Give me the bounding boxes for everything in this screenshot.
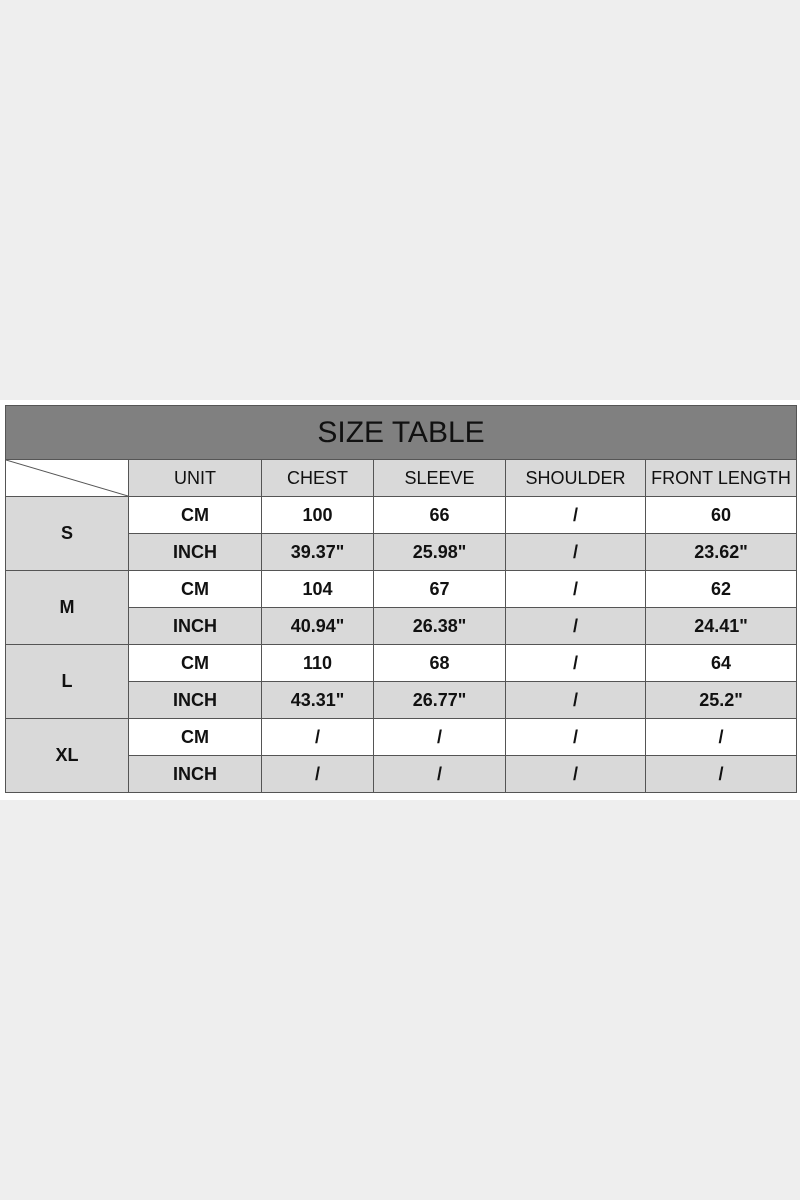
unit-cell: CM (128, 496, 262, 534)
value-cell: 23.62" (644, 533, 798, 571)
size-label: L (5, 644, 129, 719)
value-cell: / (505, 681, 646, 719)
column-header: FRONT LENGTH (644, 459, 798, 497)
value-cell: / (505, 533, 646, 571)
size-label: S (5, 496, 129, 571)
value-cell: / (505, 570, 646, 608)
value-cell: / (261, 755, 374, 793)
column-header: SHOULDER (505, 459, 646, 497)
value-cell: / (505, 718, 646, 756)
value-cell: 104 (261, 570, 374, 608)
table-title: SIZE TABLE (4, 405, 798, 460)
diagonal-corner-cell (5, 459, 129, 497)
value-cell: / (644, 755, 798, 793)
size-table: SIZE TABLE UNIT CHEST SLEEVE SHOULDER FRONT … (4, 405, 798, 793)
column-header: UNIT (128, 459, 262, 497)
value-cell: 26.77" (373, 681, 506, 719)
table-row: INCH / / / / (6, 755, 798, 793)
value-cell: 67 (373, 570, 506, 608)
value-cell: 66 (373, 496, 506, 534)
table-row: M CM 104 67/62 (5, 570, 798, 645)
unit-cell: INCH (128, 607, 262, 645)
value-cell: 64 (644, 644, 798, 682)
unit-cell: INCH (128, 533, 262, 571)
value-cell: 25.2" (644, 681, 798, 719)
column-header: CHEST (261, 459, 374, 497)
table-row: INCH 39.37" 25.98"/23.62" (6, 533, 798, 571)
value-cell: 110 (261, 644, 374, 682)
value-cell: / (644, 718, 798, 756)
unit-cell: INCH (128, 755, 262, 793)
value-cell: 68 (373, 644, 506, 682)
value-cell: 39.37" (261, 533, 374, 571)
value-cell: / (373, 755, 506, 793)
value-cell: / (373, 718, 506, 756)
unit-cell: INCH (128, 681, 262, 719)
value-cell: / (505, 644, 646, 682)
value-cell: 25.98" (373, 533, 506, 571)
size-label: XL (5, 718, 129, 793)
value-cell: / (505, 607, 646, 645)
unit-cell: CM (128, 644, 262, 682)
size-label: M (5, 570, 129, 645)
value-cell: 26.38" (373, 607, 506, 645)
value-cell: / (505, 755, 646, 793)
table-row: S CM 100 66/60 (5, 496, 798, 571)
table-row: L CM 110 68/64 (5, 644, 798, 719)
value-cell: 43.31" (261, 681, 374, 719)
value-cell: 24.41" (644, 607, 798, 645)
value-cell: / (505, 496, 646, 534)
value-cell: 100 (261, 496, 374, 534)
column-header: SLEEVE (373, 459, 506, 497)
table-row: XL CM / / / / (5, 718, 798, 793)
value-cell: 60 (644, 496, 798, 534)
value-cell: 40.94" (261, 607, 374, 645)
unit-cell: CM (128, 570, 262, 608)
value-cell: 62 (644, 570, 798, 608)
unit-cell: CM (128, 718, 262, 756)
value-cell: / (261, 718, 374, 756)
